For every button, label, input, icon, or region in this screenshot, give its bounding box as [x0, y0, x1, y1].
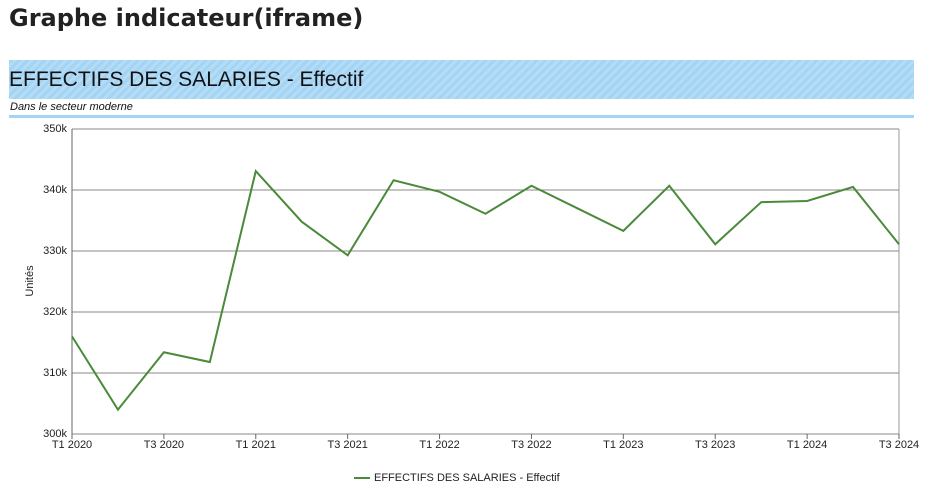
legend-label: EFFECTIFS DES SALARIES - Effectif: [374, 472, 561, 484]
data-line: [71, 169, 900, 412]
chart-banner: EFFECTIFS DES SALARIES - Effectif: [9, 60, 914, 99]
x-tick-label: T1 2024: [787, 439, 827, 451]
x-tick-label: T1 2021: [236, 439, 276, 451]
x-tick-label: T1 2020: [52, 439, 92, 451]
y-tick-label: 320k: [43, 306, 67, 318]
x-tick-label: T1 2023: [603, 439, 643, 451]
y-tick-label: 300k: [43, 428, 67, 440]
x-tick-label: T3 2024: [879, 439, 919, 451]
x-tick-label: T3 2022: [511, 439, 551, 451]
x-tick-label: T1 2022: [419, 439, 459, 451]
page-title: Graphe indicateur(iframe): [9, 4, 364, 32]
y-tick-label: 330k: [43, 245, 67, 257]
x-tick-label: T3 2023: [695, 439, 735, 451]
divider: [9, 115, 914, 118]
x-tick-label: T3 2020: [144, 439, 184, 451]
x-tick-label: T3 2021: [327, 439, 367, 451]
chart-title: EFFECTIFS DES SALARIES - Effectif: [9, 68, 364, 91]
y-tick-label: 340k: [43, 184, 67, 196]
y-tick-label: 350k: [43, 123, 67, 135]
chart-subtitle: Dans le secteur moderne: [10, 101, 133, 113]
y-axis-label: Unités: [24, 265, 36, 297]
y-tick-label: 310k: [43, 367, 67, 379]
